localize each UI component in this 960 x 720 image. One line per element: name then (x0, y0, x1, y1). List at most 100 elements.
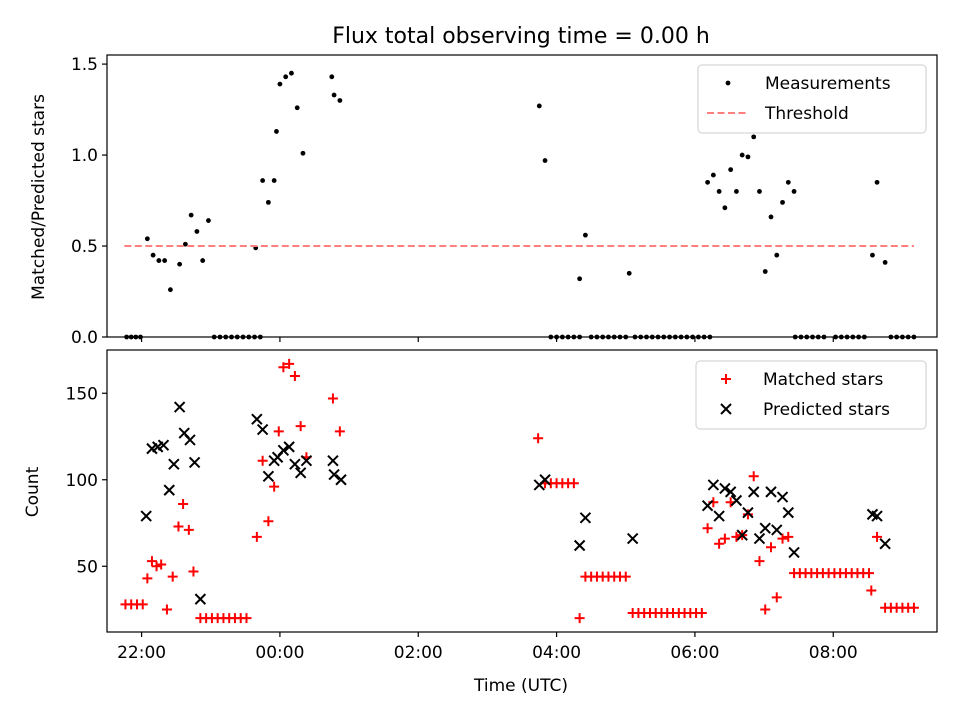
matched-star-point (241, 613, 252, 624)
predicted-star-point (251, 413, 263, 425)
flux-ratio-ytick-label: 0.0 (71, 328, 98, 348)
measurement-point (188, 212, 194, 218)
matched-star-point (251, 531, 262, 542)
flux-ratio-legend-label: Measurements (765, 74, 891, 94)
matched-star-point (766, 542, 776, 553)
predicted-star-point (724, 486, 737, 498)
predicted-star-point (736, 529, 748, 541)
measurement-point (144, 236, 150, 242)
predicted-star-point (327, 455, 339, 467)
flux-ratio-ytick-label: 1.0 (71, 146, 98, 166)
matched-star-point (151, 561, 162, 572)
figure-title: Flux total observing time = 0.00 h (332, 24, 710, 49)
measurement-point (716, 189, 722, 194)
measurement-point (739, 152, 745, 158)
measurement-point (194, 229, 200, 234)
matched-star-point (702, 523, 713, 534)
matched-star-point (188, 566, 199, 577)
measurement-point (870, 252, 875, 258)
measurement-point (260, 178, 266, 183)
predicted-star-point (539, 474, 551, 486)
flux-ratio-ylabel: Matched/Predicted stars (29, 94, 49, 300)
flux-ratio-ytick-label: 1.5 (71, 55, 98, 75)
time-xlabel: Time (UTC) (473, 676, 568, 696)
star-count-ytick-label: 50 (76, 557, 98, 577)
matched-star-point (719, 533, 730, 544)
matched-star-point (742, 509, 753, 520)
matched-star-point (568, 478, 579, 489)
matched-star-point (777, 533, 788, 544)
star-count-xtick-label: 04:00 (532, 643, 581, 663)
predicted-star-point (759, 522, 771, 534)
measurement-point (289, 70, 294, 76)
measurement-point (294, 105, 300, 111)
measurement-point (780, 199, 785, 205)
predicted-star-point (573, 539, 586, 552)
matched-star-point (866, 585, 877, 596)
predicted-star-point (719, 482, 731, 495)
predicted-star-point (194, 593, 207, 605)
measurement-point (274, 129, 279, 134)
star-count-xtick-label: 00:00 (255, 643, 304, 663)
star-count-ylabel: Count (23, 466, 43, 517)
measurement-point (150, 252, 156, 258)
predicted-star-point (776, 491, 789, 503)
flux-ratio-axes-frame (106, 54, 938, 338)
predicted-star-point (788, 546, 800, 559)
measurement-point (577, 276, 583, 282)
measurement-point (791, 189, 797, 194)
matched-star-point (620, 571, 631, 582)
predicted-star-point (701, 499, 714, 512)
matched-star-point (183, 524, 194, 535)
star-count-legend-label: Matched stars (763, 370, 883, 390)
matched-star-point (146, 556, 157, 567)
star-count-legend: Matched stars Predicted stars (695, 360, 927, 430)
matched-star-point (289, 370, 300, 381)
measurement-point (734, 189, 739, 194)
predicted-star-point (157, 439, 170, 451)
measurement-point (200, 258, 206, 263)
predicted-star-point (713, 510, 725, 522)
matched-star-point (863, 568, 874, 579)
measurement-point (182, 241, 188, 247)
measurement-point (774, 252, 780, 258)
star-count-legend-label: Predicted stars (763, 400, 890, 420)
matched-star-point (167, 571, 178, 582)
matched-star-point (760, 604, 771, 615)
matched-star-point (574, 613, 585, 624)
predicted-star-point (742, 506, 754, 519)
matched-star-point (284, 358, 295, 369)
predicted-star-point (173, 401, 186, 413)
flux-ratio-legend: Measurements Threshold (697, 64, 927, 134)
measurement-point (329, 74, 335, 80)
measurement-point (536, 103, 542, 109)
predicted-star-point (163, 484, 175, 496)
matched-star-point (696, 607, 707, 618)
star-count-legend-box (695, 360, 927, 430)
measurement-point (722, 205, 728, 211)
predicted-star-point (262, 470, 275, 483)
measurement-point (745, 154, 751, 160)
predicted-star-point (300, 455, 313, 467)
predicted-star-point (277, 444, 290, 457)
measurement-point (728, 167, 734, 173)
predicted-star-point (289, 458, 301, 470)
flux-ratio-legend-box (697, 64, 927, 134)
measurement-point (271, 178, 277, 183)
predicted-star-point (753, 532, 766, 545)
matched-star-point (295, 421, 306, 432)
predicted-star-point (184, 434, 196, 446)
star-count-xtick-label: 08:00 (809, 643, 858, 663)
matched-star-point (137, 599, 148, 610)
measurement-point (277, 81, 283, 87)
measurement-point (710, 172, 716, 178)
matched-star-point (156, 559, 167, 570)
measurement-point (751, 134, 757, 140)
flux-ratio-ytick-label: 0.5 (71, 237, 98, 257)
measurement-point (757, 189, 762, 194)
matched-star-point (714, 538, 725, 549)
measurement-point (331, 92, 337, 98)
star-count-xtick-label: 02:00 (394, 643, 443, 663)
star-count-panel: Count Time (UTC) 50 100 150 22:00 00:00 02:00… (23, 349, 938, 696)
